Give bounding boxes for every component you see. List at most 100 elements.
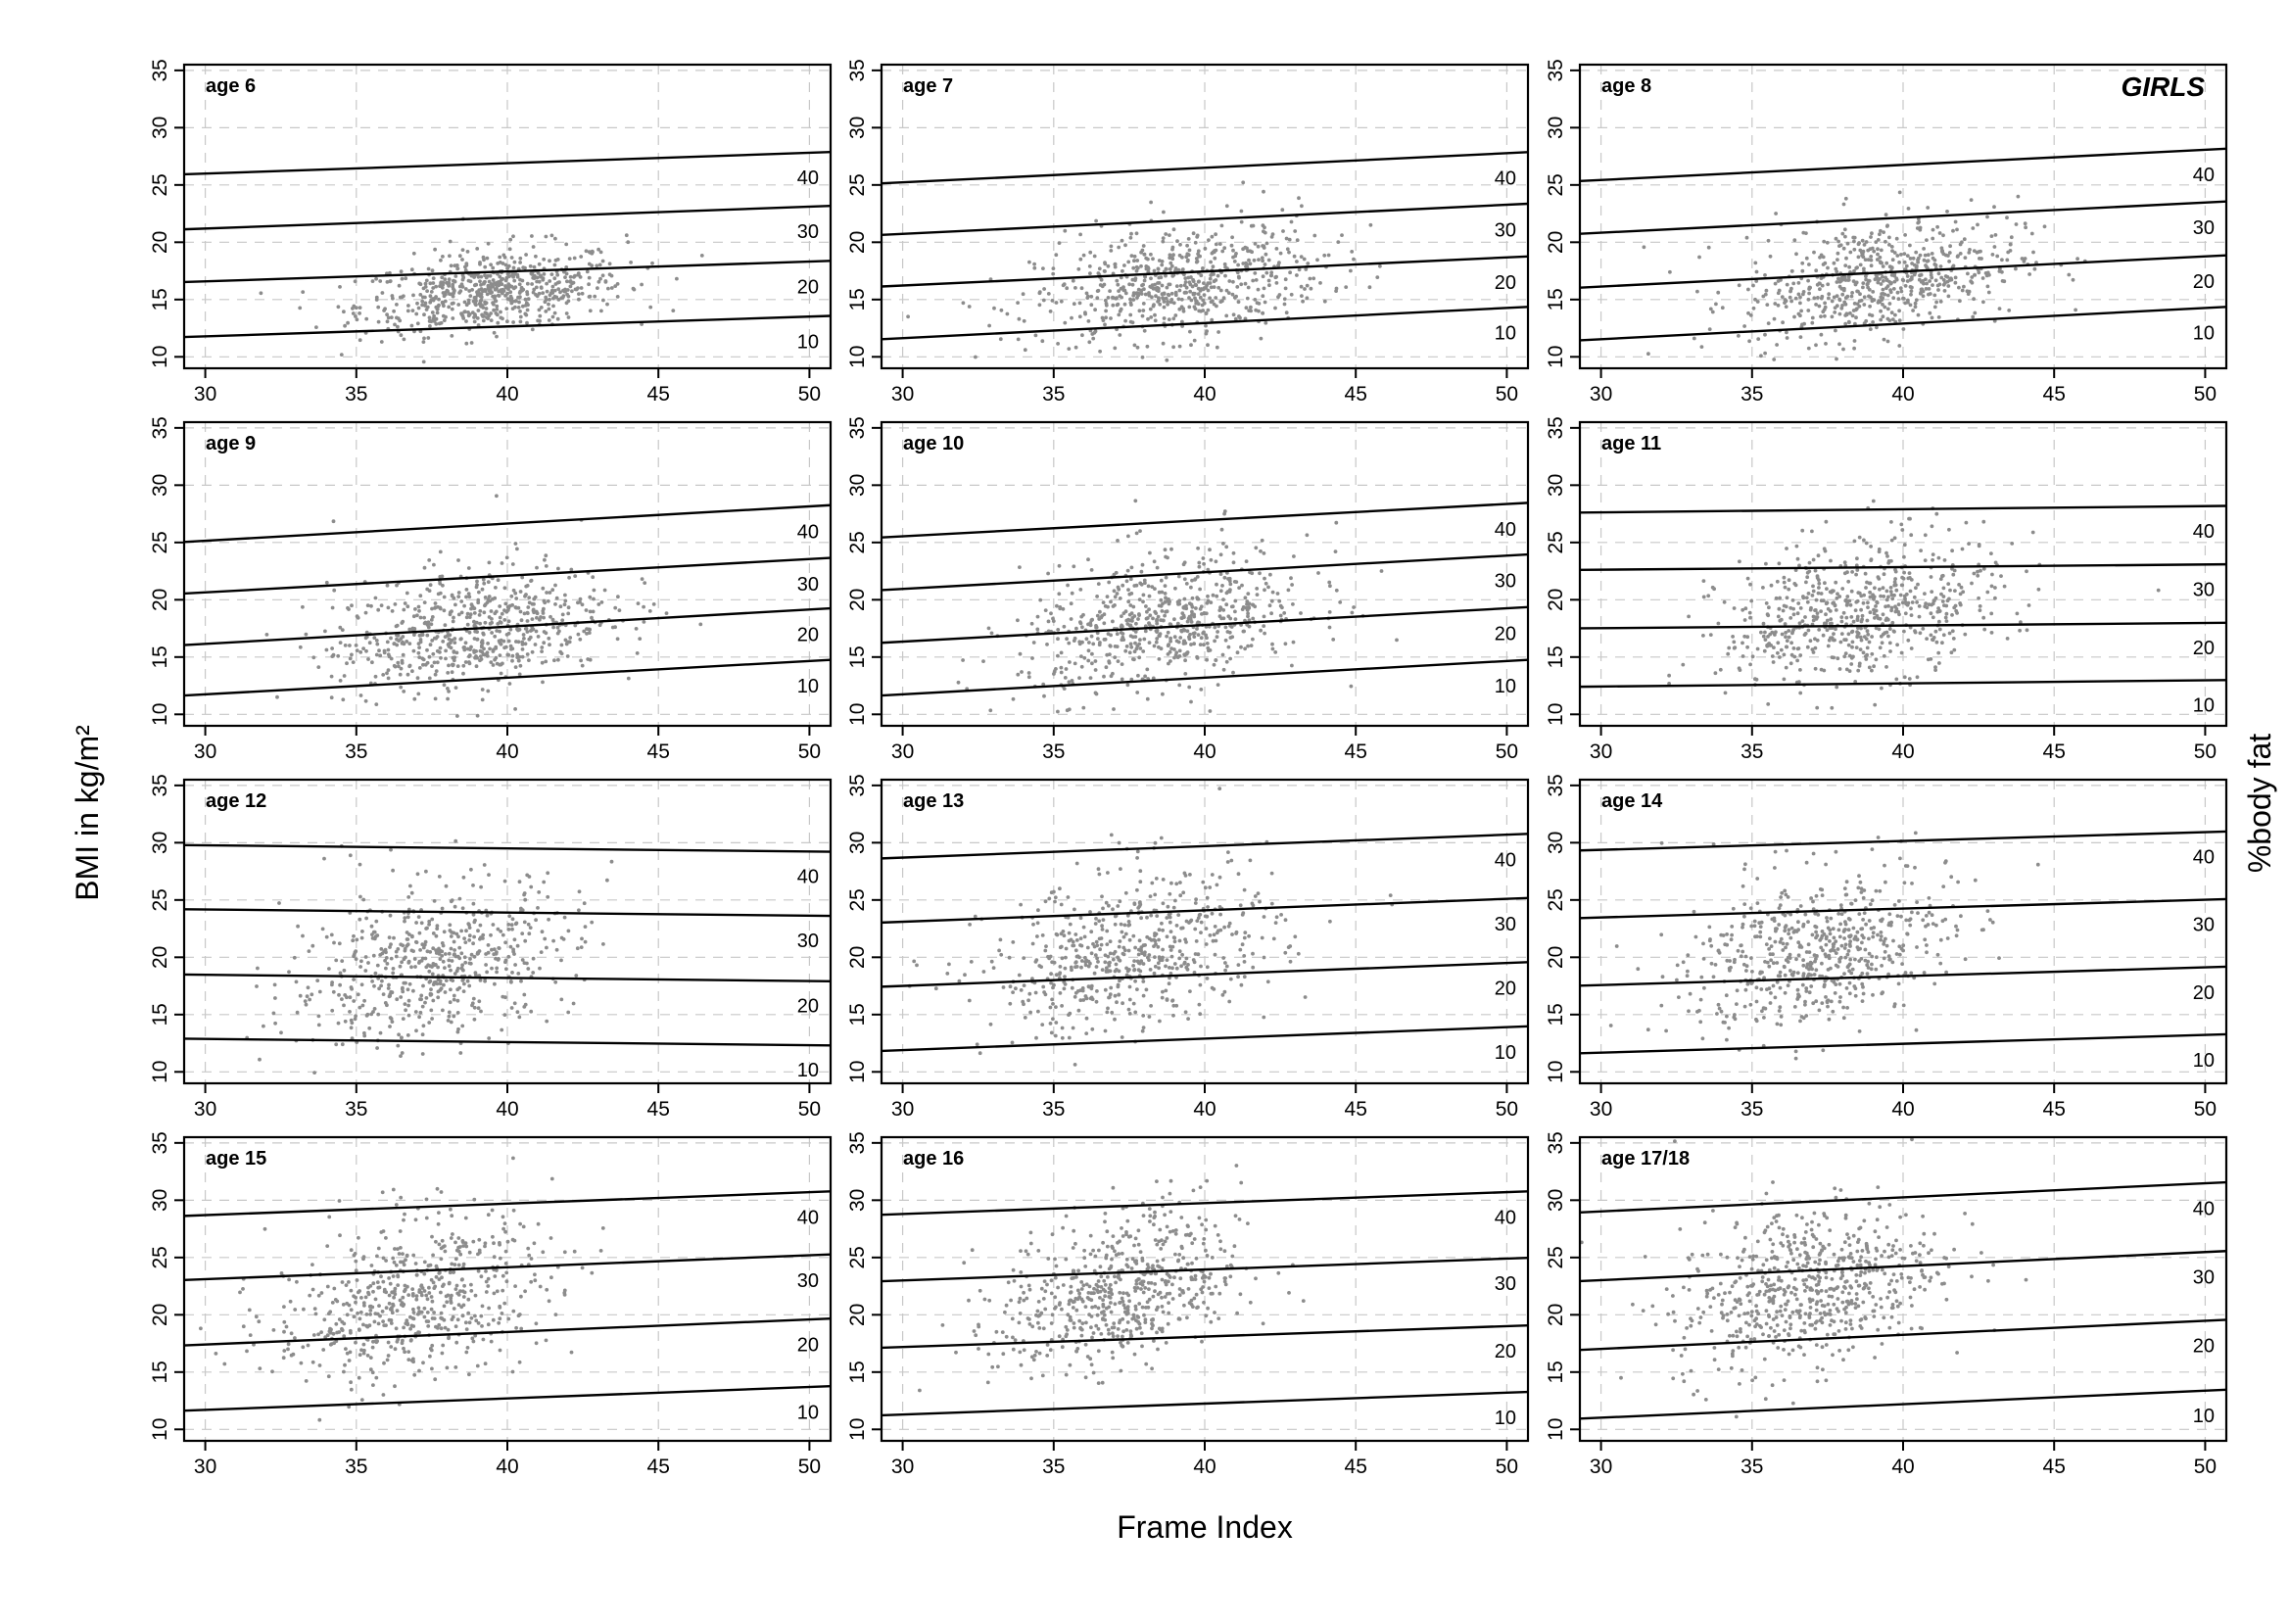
scatter-point: [522, 993, 526, 997]
scatter-point: [425, 279, 429, 283]
scatter-point: [1255, 587, 1259, 591]
scatter-point: [1235, 285, 1239, 289]
scatter-point: [501, 561, 504, 565]
scatter-point: [1136, 617, 1140, 621]
scatter-point: [1094, 219, 1098, 223]
scatter-point: [1931, 524, 1934, 528]
scatter-point: [439, 259, 443, 263]
scatter-point: [1137, 655, 1141, 659]
scatter-point: [1767, 321, 1771, 325]
scatter-point: [1169, 548, 1173, 551]
scatter-point: [1222, 616, 1226, 620]
scatter-point: [1942, 587, 1946, 591]
scatter-point: [1846, 278, 1850, 282]
scatter-point: [1953, 589, 1957, 593]
scatter-point: [1902, 630, 1906, 634]
scatter-point: [592, 610, 596, 614]
scatter-point: [448, 254, 452, 258]
scatter-point: [1335, 589, 1339, 593]
scatter-point: [1105, 942, 1109, 946]
scatter-point: [406, 942, 410, 946]
scatter-point: [1166, 300, 1169, 304]
scatter-point: [416, 693, 420, 696]
scatter-point: [430, 1017, 434, 1021]
scatter-point: [1967, 251, 1971, 255]
scatter-point: [471, 310, 475, 314]
scatter-point: [1753, 262, 1757, 265]
scatter-point: [1234, 617, 1238, 621]
scatter-point: [417, 915, 421, 919]
scatter-point: [421, 1052, 425, 1056]
scatter-point: [1842, 247, 1846, 251]
scatter-point: [338, 285, 342, 289]
scatter-point: [1893, 577, 1897, 581]
scatter-point: [1052, 672, 1056, 676]
scatter-point: [1090, 661, 1094, 665]
scatter-point: [1131, 278, 1135, 282]
scatter-point: [334, 959, 338, 963]
scatter-point: [1060, 666, 1064, 670]
scatter-point: [431, 973, 435, 977]
scatter-point: [346, 321, 350, 325]
fat-line-label: 30: [2193, 579, 2215, 600]
scatter-point: [1030, 656, 1034, 660]
scatter-point: [553, 980, 557, 984]
scatter-point: [605, 303, 609, 307]
scatter-point: [407, 642, 411, 645]
scatter-point: [1879, 595, 1883, 598]
scatter-point: [1806, 645, 1810, 649]
scatter-point: [1087, 641, 1091, 645]
scatter-point: [1290, 664, 1294, 668]
scatter-point: [540, 950, 544, 954]
y-tick-label: 30: [846, 117, 869, 139]
scatter-point: [1787, 588, 1790, 592]
scatter-point: [255, 984, 259, 988]
scatter-point: [427, 558, 431, 562]
scatter-point: [415, 613, 419, 617]
scatter-point: [1807, 292, 1811, 296]
y-tick-label: 30: [846, 474, 869, 497]
scatter-point: [1869, 582, 1873, 586]
scatter-point: [1104, 315, 1108, 319]
scatter-point: [542, 258, 546, 262]
scatter-point: [526, 652, 530, 656]
scatter-point: [526, 309, 530, 312]
scatter-point: [1785, 547, 1788, 550]
scatter-point: [418, 666, 422, 670]
scatter-point: [577, 292, 581, 296]
scatter-point: [1262, 244, 1265, 248]
scatter-point: [412, 697, 416, 701]
scatter-point: [441, 1009, 445, 1013]
scatter-point: [472, 935, 476, 939]
x-tick-label: 30: [194, 1098, 216, 1121]
scatter-point: [2037, 588, 2041, 592]
scatter-point: [431, 310, 435, 314]
scatter-point: [1094, 329, 1098, 333]
scatter-point: [475, 580, 479, 584]
scatter-point: [1893, 251, 1897, 255]
scatter-point: [1268, 603, 1272, 607]
scatter-point: [538, 319, 542, 323]
scatter-point: [486, 642, 490, 645]
scatter-point: [563, 916, 567, 920]
scatter-point: [1164, 592, 1168, 596]
scatter-point: [1764, 562, 1768, 566]
scatter-point: [475, 583, 479, 587]
scatter-point: [355, 938, 358, 942]
scatter-point: [308, 998, 311, 1002]
scatter-point: [606, 287, 610, 291]
scatter-point: [1843, 235, 1847, 239]
scatter-point: [1781, 320, 1785, 324]
scatter-point: [1790, 632, 1794, 636]
scatter-point: [1058, 886, 1062, 890]
scatter-point: [1221, 608, 1225, 612]
scatter-point: [1849, 615, 1853, 619]
scatter-point: [1087, 319, 1091, 323]
scatter-point: [350, 1019, 354, 1023]
scatter-point: [1279, 604, 1283, 608]
scatter-point: [532, 291, 536, 295]
scatter-point: [370, 979, 374, 983]
scatter-point: [1090, 635, 1094, 639]
scatter-point: [2017, 195, 2021, 199]
scatter-point: [453, 948, 456, 952]
